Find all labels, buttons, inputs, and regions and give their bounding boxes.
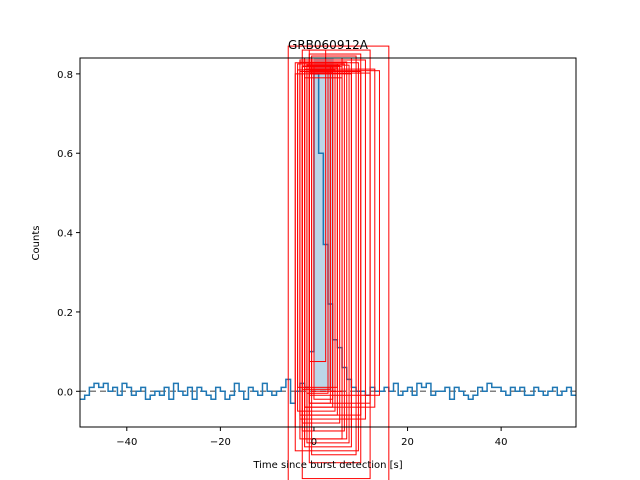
light-curve-series: [80, 73, 576, 404]
y-tick-label: 0.4: [57, 229, 73, 240]
y-tick-label: 0.8: [57, 70, 73, 81]
annotation-box: [299, 70, 362, 416]
y-axis-label: Counts: [31, 226, 42, 261]
annotation-box: [306, 69, 329, 394]
x-tick-label: 20: [401, 437, 414, 448]
y-tick-label: 0.0: [57, 387, 73, 398]
x-axis-label: Time since burst detection [s]: [252, 460, 402, 471]
annotation-box: [287, 45, 390, 480]
annotation-box: [297, 63, 338, 388]
y-tick-label: 0.6: [57, 149, 73, 160]
x-tick-label: −40: [116, 437, 137, 448]
y-tick-label: 0.2: [57, 308, 73, 319]
annotation-box: [301, 65, 331, 390]
annotation-boxes: [287, 45, 390, 480]
x-tick-label: −20: [210, 437, 231, 448]
x-tick-label: 0: [311, 437, 317, 448]
x-tick-label: 40: [495, 437, 508, 448]
plot-area: [80, 58, 576, 404]
axes-frame: [79, 57, 577, 428]
axes: −40 −20 0 20 40 0.0 0.2 0.4 0.6 0.8: [57, 57, 577, 448]
chart-title: GRB060912A: [288, 38, 369, 52]
annotation-box: [304, 77, 343, 440]
annotation-box: [308, 72, 371, 404]
